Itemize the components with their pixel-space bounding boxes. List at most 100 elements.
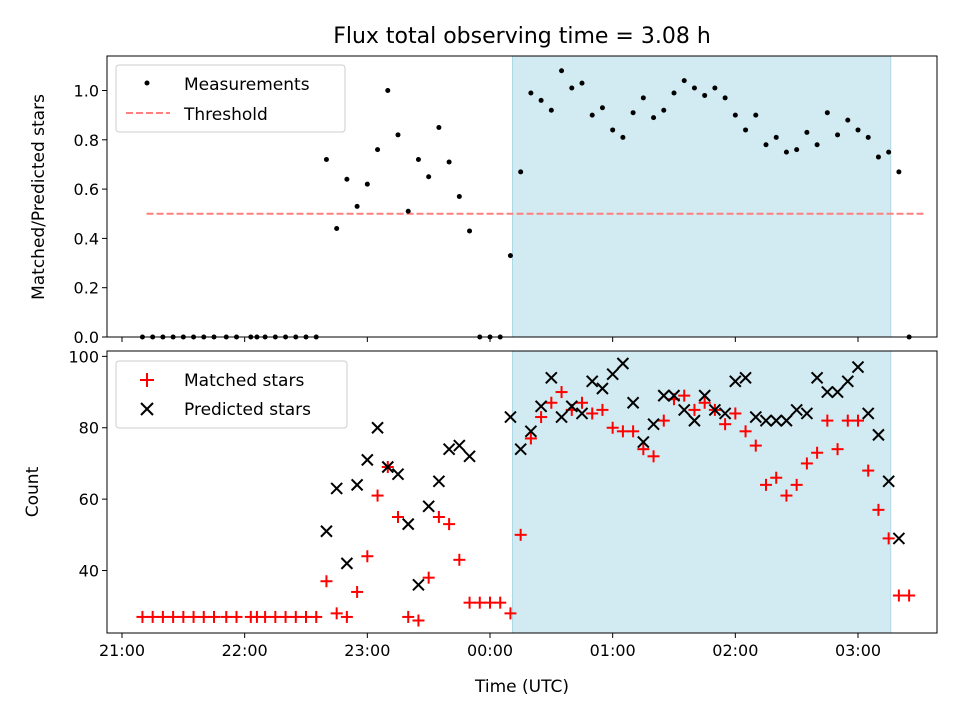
- predicted-point: [851, 360, 865, 374]
- matched-point: [852, 414, 864, 427]
- matched-point: [576, 396, 588, 409]
- measurement-point: [681, 78, 687, 84]
- legend-measurements-marker: [144, 80, 150, 86]
- measurement-point: [651, 115, 657, 121]
- measurement-point: [620, 134, 626, 140]
- measurement-point: [344, 176, 350, 182]
- matched-point: [749, 439, 762, 452]
- x-tick-label: 21:00: [99, 641, 145, 660]
- predicted-point: [514, 442, 527, 456]
- matched-point: [259, 610, 272, 623]
- predicted-point: [524, 425, 538, 438]
- measurement-point: [661, 107, 667, 113]
- measurement-point: [610, 127, 616, 133]
- measurement-point: [599, 105, 605, 111]
- matched-point: [831, 443, 844, 456]
- matched-point: [514, 528, 527, 541]
- predicted-point: [688, 414, 701, 427]
- predicted-point: [616, 357, 630, 370]
- measurement-point: [364, 181, 370, 187]
- matched-point: [780, 489, 793, 502]
- predicted-point: [872, 428, 885, 442]
- predicted-point: [892, 532, 906, 545]
- measurement-point: [814, 142, 820, 148]
- matched-point: [841, 414, 854, 427]
- measurement-point: [354, 203, 360, 209]
- matched-point: [300, 610, 312, 623]
- legend-predicted-marker: [140, 402, 154, 416]
- matched-point: [494, 596, 507, 609]
- measurement-point: [589, 112, 595, 118]
- predicted-point: [729, 375, 742, 388]
- predicted-point: [739, 371, 752, 384]
- count-plot-frame: [106, 350, 938, 634]
- predicted-point: [698, 389, 711, 402]
- y-tick-label: 0.8: [74, 131, 99, 150]
- matched-point: [892, 589, 905, 602]
- matched-point: [463, 596, 476, 609]
- matched-point: [688, 403, 701, 416]
- measurement-point: [395, 132, 401, 138]
- y-tick-label: 80: [79, 419, 99, 438]
- predicted-point: [831, 385, 844, 399]
- predicted-point: [667, 389, 681, 402]
- matched-point: [586, 407, 599, 420]
- measurement-point: [753, 112, 759, 118]
- predicted-point: [432, 475, 446, 488]
- count-y-axis-label: Count: [23, 466, 43, 517]
- x-tick-label: 01:00: [590, 641, 636, 660]
- predicted-point: [575, 407, 589, 420]
- count-legend: Matched stars Predicted stars: [115, 360, 348, 429]
- predicted-point: [790, 403, 803, 417]
- measurement-point: [548, 107, 554, 113]
- chart-title: Flux total observing time = 3.08 h: [333, 24, 711, 49]
- predicted-point: [586, 375, 599, 388]
- y-tick-label: 60: [79, 490, 99, 509]
- matched-point: [504, 607, 517, 620]
- measurement-point: [794, 147, 800, 153]
- matched-point: [637, 443, 650, 456]
- measurement-point: [436, 124, 442, 130]
- measurement-point: [579, 80, 585, 86]
- matched-point: [545, 396, 558, 409]
- predicted-point: [678, 403, 691, 417]
- measurement-point: [835, 132, 841, 138]
- predicted-point: [770, 414, 783, 427]
- measurement-point: [446, 159, 452, 165]
- legend-matched-marker: [140, 373, 154, 387]
- matched-point: [627, 425, 640, 438]
- matched-point: [872, 503, 885, 516]
- matched-point: [230, 610, 243, 623]
- predicted-point: [708, 403, 722, 417]
- matched-point: [330, 607, 343, 620]
- matched-point: [616, 425, 629, 438]
- predicted-point: [350, 478, 364, 492]
- matched-point: [208, 610, 220, 623]
- matched-point: [647, 450, 660, 463]
- predicted-point: [361, 453, 374, 467]
- measurement-point: [732, 112, 738, 118]
- predicted-point: [718, 407, 732, 420]
- matched-point: [289, 610, 302, 623]
- predicted-point: [759, 414, 773, 427]
- predicted-point: [749, 410, 762, 424]
- predicted-point: [596, 382, 609, 395]
- predicted-point: [606, 367, 619, 381]
- measurement-point: [855, 127, 861, 133]
- x-tick-label: 23:00: [344, 641, 390, 660]
- predicted-point: [800, 407, 814, 420]
- predicted-point: [504, 410, 517, 424]
- measurement-point: [804, 129, 810, 135]
- measurement-point: [467, 228, 473, 234]
- matched-point: [821, 414, 834, 427]
- matched-point: [453, 553, 466, 566]
- x-tick-label: 00:00: [467, 641, 513, 660]
- predicted-point: [862, 407, 875, 420]
- x-tick-label: 22:00: [222, 641, 268, 660]
- y-tick-label: 40: [79, 562, 99, 581]
- count-panel: 40 60 80 100 21:00 22:00 23:00 00:00 01:00 02:00…: [23, 347, 938, 660]
- predicted-point: [402, 517, 415, 531]
- matched-point: [770, 471, 783, 484]
- measurement-point: [773, 134, 779, 140]
- measurement-point: [569, 85, 575, 91]
